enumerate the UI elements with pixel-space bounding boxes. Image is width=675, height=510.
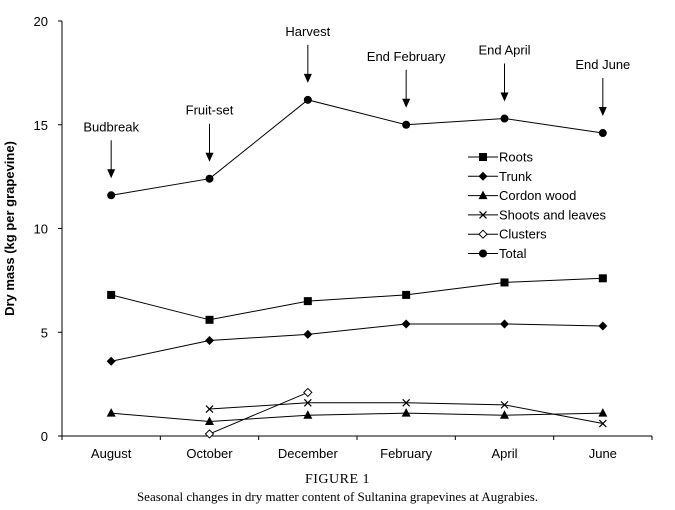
annotation-budbreak: Budbreak xyxy=(83,119,139,179)
annotation-end-april: End April xyxy=(478,43,531,102)
annotation-label: Fruit-set xyxy=(186,103,234,118)
axes: 0 5 10 15 20 August October December February Apr… xyxy=(2,14,653,461)
point-cordon-wood-june xyxy=(598,408,608,417)
point-clusters-december xyxy=(303,387,313,398)
point-cordon-wood-december xyxy=(303,410,313,419)
series-shoots-and-leaves xyxy=(205,398,607,428)
point-clusters-october xyxy=(204,429,215,439)
legend-item-roots: Roots xyxy=(468,150,533,165)
point-trunk-august xyxy=(106,356,116,366)
annotation-label: Budbreak xyxy=(83,119,139,134)
legend: Roots Trunk Cordon wood Shoots and leaves Cl… xyxy=(468,150,606,261)
legend-label: Shoots and leaves xyxy=(499,207,606,222)
series-line-trunk xyxy=(111,323,603,362)
point-total-february xyxy=(402,120,411,129)
annotation-end-june: End June xyxy=(575,57,630,117)
y-tick-label: 0 xyxy=(41,429,48,444)
x-tick-label-june: June xyxy=(589,446,617,461)
annotation-end-february: End February xyxy=(367,49,446,108)
annotation-arrow-head xyxy=(500,92,509,102)
point-shoots-and-leaves-april xyxy=(500,400,509,409)
legend-marker xyxy=(478,190,488,200)
annotation-label: End June xyxy=(575,57,630,72)
legend-marker xyxy=(479,210,487,219)
point-roots-december xyxy=(303,297,312,306)
figure-caption: Seasonal changes in dry matter content o… xyxy=(136,489,539,504)
point-shoots-and-leaves-june xyxy=(598,419,607,428)
annotation-label: Harvest xyxy=(285,24,330,39)
annotation-arrow-head xyxy=(402,98,411,108)
annotation-label: End February xyxy=(367,49,446,64)
point-shoots-and-leaves-october xyxy=(205,405,214,413)
point-trunk-april xyxy=(500,319,509,329)
x-tick-label-april: April xyxy=(491,446,517,461)
legend-marker xyxy=(479,153,487,161)
point-cordon-wood-february xyxy=(401,408,411,417)
series-layer xyxy=(106,95,608,439)
point-shoots-and-leaves-december xyxy=(303,398,312,407)
point-shoots-and-leaves-february xyxy=(402,398,411,407)
annotation-arrow-head xyxy=(598,107,607,117)
x-tick-label-december: December xyxy=(278,446,339,461)
point-roots-october xyxy=(205,315,214,324)
series-cordon-wood xyxy=(106,408,608,425)
series-total xyxy=(107,95,607,200)
point-total-october xyxy=(205,174,214,183)
point-total-august xyxy=(107,191,116,200)
legend-marker xyxy=(478,171,488,181)
series-line-cordon-wood xyxy=(111,412,603,422)
point-total-april xyxy=(500,114,509,123)
legend-item-shoots-and-leaves: Shoots and leaves xyxy=(468,207,606,222)
point-trunk-october xyxy=(205,336,214,346)
annotation-fruit-set: Fruit-set xyxy=(186,103,234,162)
x-tick-label-february: February xyxy=(380,446,433,461)
y-tick-label: 5 xyxy=(41,325,48,340)
legend-label: Total xyxy=(499,246,527,261)
annotation-arrow-head xyxy=(303,73,312,83)
x-tick-label-october: October xyxy=(186,446,233,461)
annotation-arrow-head xyxy=(205,152,214,162)
point-cordon-wood-april xyxy=(500,410,509,419)
series-line-roots xyxy=(111,277,603,321)
annotation-arrow-head xyxy=(107,169,116,179)
point-cordon-wood-august xyxy=(106,408,116,417)
legend-marker xyxy=(479,249,487,258)
point-roots-february xyxy=(402,290,411,299)
y-tick-label: 20 xyxy=(34,14,48,29)
annotation-layer: Budbreak Fruit-set Harvest End February End … xyxy=(83,24,630,179)
point-roots-august xyxy=(107,290,116,299)
series-line-clusters xyxy=(209,391,309,435)
point-roots-april xyxy=(500,278,509,287)
point-roots-june xyxy=(598,274,607,283)
point-total-december xyxy=(303,95,312,104)
legend-item-total: Total xyxy=(468,246,527,261)
series-trunk xyxy=(106,319,608,366)
annotation-label: End April xyxy=(478,43,530,58)
legend-label: Cordon wood xyxy=(499,188,576,203)
series-roots xyxy=(107,274,607,324)
point-trunk-february xyxy=(401,319,411,329)
point-trunk-june xyxy=(598,321,608,331)
series-line-total xyxy=(111,99,603,196)
figure-number: FIGURE 1 xyxy=(304,472,371,487)
x-tick-label-august: August xyxy=(91,446,132,461)
legend-item-trunk: Trunk xyxy=(468,169,532,184)
annotation-harvest: Harvest xyxy=(285,24,331,83)
point-trunk-december xyxy=(303,329,313,339)
legend-label: Clusters xyxy=(499,227,547,242)
series-clusters xyxy=(204,387,313,439)
legend-item-clusters: Clusters xyxy=(468,227,547,242)
y-tick-label: 15 xyxy=(34,118,48,133)
legend-label: Roots xyxy=(499,150,533,165)
y-tick-label: 10 xyxy=(34,222,48,237)
legend-marker xyxy=(478,229,488,239)
legend-item-cordon-wood: Cordon wood xyxy=(468,188,576,203)
point-cordon-wood-october xyxy=(205,416,214,425)
legend-label: Trunk xyxy=(499,169,532,184)
y-axis-label: Dry mass (kg per grapevine) xyxy=(2,141,17,316)
point-total-june xyxy=(598,129,607,138)
